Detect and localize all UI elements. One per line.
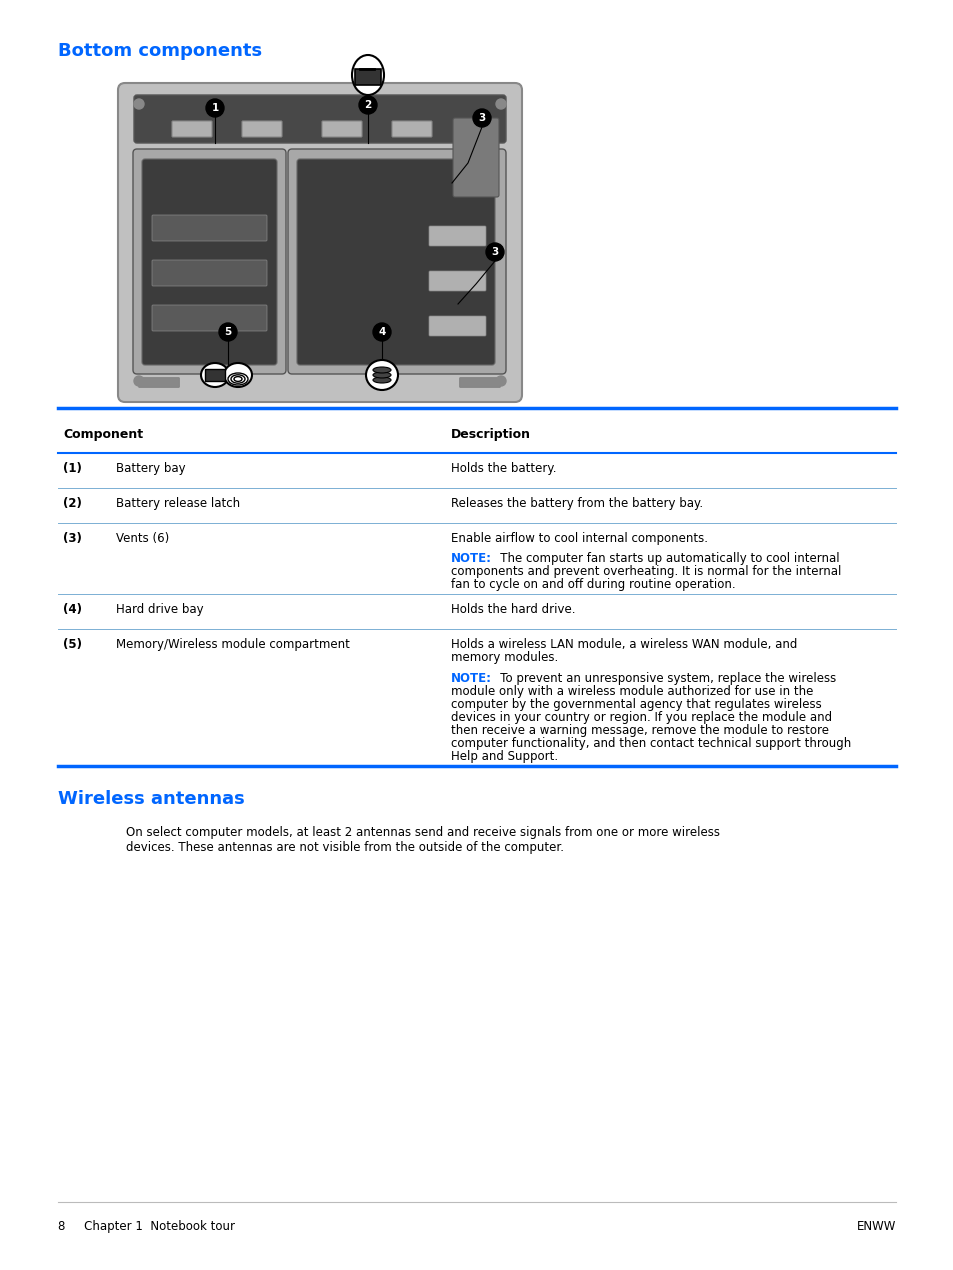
FancyBboxPatch shape	[355, 69, 380, 85]
Ellipse shape	[366, 359, 397, 390]
Text: 2: 2	[364, 100, 372, 110]
FancyBboxPatch shape	[322, 121, 361, 137]
Text: Holds a wireless LAN module, a wireless WAN module, and: Holds a wireless LAN module, a wireless …	[451, 638, 797, 652]
FancyBboxPatch shape	[429, 271, 485, 291]
FancyBboxPatch shape	[138, 377, 179, 387]
Text: module only with a wireless module authorized for use in the: module only with a wireless module autho…	[451, 685, 813, 699]
Text: On select computer models, at least 2 antennas send and receive signals from one: On select computer models, at least 2 an…	[126, 826, 720, 839]
Text: Hard drive bay: Hard drive bay	[116, 603, 203, 616]
FancyBboxPatch shape	[429, 226, 485, 246]
Text: Holds the hard drive.: Holds the hard drive.	[451, 603, 575, 616]
FancyBboxPatch shape	[296, 159, 495, 364]
Text: (2): (2)	[63, 497, 82, 511]
FancyBboxPatch shape	[133, 95, 505, 144]
Text: NOTE:: NOTE:	[451, 672, 492, 685]
Ellipse shape	[352, 55, 384, 95]
Text: Vents (6): Vents (6)	[116, 532, 169, 545]
Text: then receive a warning message, remove the module to restore: then receive a warning message, remove t…	[451, 724, 828, 737]
FancyBboxPatch shape	[453, 118, 498, 197]
Text: (3): (3)	[63, 532, 82, 545]
FancyBboxPatch shape	[392, 121, 432, 137]
FancyBboxPatch shape	[242, 121, 282, 137]
Text: Battery bay: Battery bay	[116, 462, 186, 475]
Text: (5): (5)	[63, 638, 82, 652]
Text: 1: 1	[212, 103, 218, 113]
Circle shape	[358, 97, 376, 114]
Ellipse shape	[201, 363, 229, 387]
FancyBboxPatch shape	[459, 377, 499, 387]
Text: Help and Support.: Help and Support.	[451, 751, 558, 763]
Text: Battery release latch: Battery release latch	[116, 497, 240, 511]
Text: computer by the governmental agency that regulates wireless: computer by the governmental agency that…	[451, 698, 821, 711]
FancyBboxPatch shape	[288, 149, 505, 373]
Ellipse shape	[373, 367, 391, 373]
Text: computer functionality, and then contact technical support through: computer functionality, and then contact…	[451, 737, 850, 751]
FancyBboxPatch shape	[118, 83, 521, 403]
Text: Releases the battery from the battery bay.: Releases the battery from the battery ba…	[451, 497, 702, 511]
FancyBboxPatch shape	[429, 316, 485, 337]
Circle shape	[373, 323, 391, 342]
Text: Memory/Wireless module compartment: Memory/Wireless module compartment	[116, 638, 350, 652]
Text: memory modules.: memory modules.	[451, 652, 558, 664]
Ellipse shape	[224, 363, 252, 387]
Text: Enable airflow to cool internal components.: Enable airflow to cool internal componen…	[451, 532, 707, 545]
Text: (1): (1)	[63, 462, 82, 475]
Text: components and prevent overheating. It is normal for the internal: components and prevent overheating. It i…	[451, 565, 841, 578]
Circle shape	[206, 99, 224, 117]
FancyBboxPatch shape	[205, 370, 225, 381]
Circle shape	[473, 109, 491, 127]
Text: 3: 3	[477, 113, 485, 123]
Text: ENWW: ENWW	[856, 1220, 895, 1233]
Text: fan to cycle on and off during routine operation.: fan to cycle on and off during routine o…	[451, 578, 735, 591]
FancyBboxPatch shape	[172, 121, 212, 137]
Text: Component: Component	[63, 428, 143, 441]
FancyBboxPatch shape	[152, 215, 267, 241]
Text: To prevent an unresponsive system, replace the wireless: To prevent an unresponsive system, repla…	[489, 672, 836, 685]
Text: The computer fan starts up automatically to cool internal: The computer fan starts up automatically…	[489, 552, 839, 565]
Text: Wireless antennas: Wireless antennas	[58, 790, 245, 808]
Circle shape	[133, 99, 144, 109]
Text: 8     Chapter 1  Notebook tour: 8 Chapter 1 Notebook tour	[58, 1220, 234, 1233]
FancyBboxPatch shape	[152, 260, 267, 286]
Text: devices in your country or region. If you replace the module and: devices in your country or region. If yo…	[451, 711, 831, 724]
Text: Description: Description	[451, 428, 531, 441]
Circle shape	[133, 376, 144, 386]
Text: 4: 4	[378, 326, 385, 337]
Circle shape	[219, 323, 236, 342]
Text: devices. These antennas are not visible from the outside of the computer.: devices. These antennas are not visible …	[126, 841, 563, 853]
Circle shape	[485, 243, 503, 262]
FancyBboxPatch shape	[142, 159, 276, 364]
Text: NOTE:: NOTE:	[451, 552, 492, 565]
Circle shape	[496, 99, 505, 109]
Text: 5: 5	[224, 326, 232, 337]
Text: Bottom components: Bottom components	[58, 42, 262, 60]
Text: Holds the battery.: Holds the battery.	[451, 462, 556, 475]
Circle shape	[496, 376, 505, 386]
Ellipse shape	[373, 377, 391, 384]
Ellipse shape	[373, 372, 391, 378]
FancyBboxPatch shape	[152, 305, 267, 331]
Text: 3: 3	[491, 246, 498, 257]
FancyBboxPatch shape	[132, 149, 286, 373]
Text: (4): (4)	[63, 603, 82, 616]
